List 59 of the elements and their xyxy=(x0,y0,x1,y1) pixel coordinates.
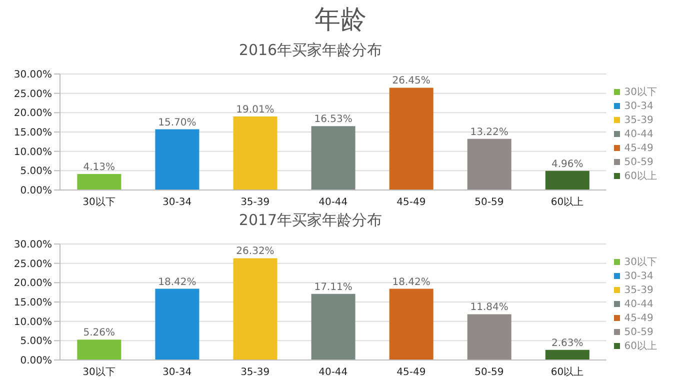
y-tick-label: 10.00% xyxy=(14,146,52,158)
data-label: 5.26% xyxy=(83,328,116,339)
legend-label: 45-49 xyxy=(624,143,654,154)
data-label: 26.32% xyxy=(236,246,274,258)
x-tick-label: 40-44 xyxy=(318,367,348,378)
x-tick-label: 35-39 xyxy=(240,367,270,378)
data-label: 4.96% xyxy=(552,158,584,170)
y-tick-label: 0.00% xyxy=(20,186,52,197)
y-tick-label: 20.00% xyxy=(14,278,52,290)
y-tick-label: 0.00% xyxy=(20,356,52,367)
x-tick-label: 30以下 xyxy=(82,366,116,378)
data-label: 18.42% xyxy=(392,276,430,288)
data-label: 26.45% xyxy=(392,76,430,87)
y-tick-label: 10.00% xyxy=(14,316,52,328)
data-label: 11.84% xyxy=(470,302,508,314)
x-tick-label: 30以下 xyxy=(82,196,116,208)
data-label: 19.01% xyxy=(236,104,274,116)
y-tick-label: 30.00% xyxy=(14,70,52,81)
legend-label: 40-44 xyxy=(624,129,654,140)
legend-label: 30-34 xyxy=(624,101,654,112)
x-tick-label: 30-34 xyxy=(162,197,192,208)
x-tick-label: 45-49 xyxy=(396,367,426,378)
legend-label: 60以上 xyxy=(624,171,657,182)
chart-title: 年龄 xyxy=(314,4,368,37)
legend-label: 50-59 xyxy=(624,157,654,168)
chart-title: 2017年买家年龄分布 xyxy=(238,210,384,230)
data-label: 17.11% xyxy=(314,282,352,293)
x-tick-label: 60以上 xyxy=(550,196,584,208)
y-tick-label: 30.00% xyxy=(14,240,52,251)
legend-label: 50-59 xyxy=(624,327,654,338)
y-tick-label: 5.00% xyxy=(20,336,52,348)
y-tick-label: 25.00% xyxy=(14,258,52,270)
data-label: 15.70% xyxy=(158,117,196,128)
x-tick-label: 40-44 xyxy=(318,197,348,208)
legend-label: 60以上 xyxy=(624,341,657,352)
data-label: 4.13% xyxy=(83,162,116,174)
data-label: 16.53% xyxy=(314,114,352,126)
y-tick-label: 5.00% xyxy=(20,166,52,178)
legend-label: 45-49 xyxy=(624,313,654,324)
x-tick-label: 60以上 xyxy=(550,366,584,378)
y-tick-label: 20.00% xyxy=(14,108,52,120)
legend-label: 30-34 xyxy=(624,271,654,282)
y-tick-label: 15.00% xyxy=(14,128,52,139)
legend-label: 30以下 xyxy=(624,257,657,268)
legend-label: 35-39 xyxy=(624,285,654,296)
data-label: 18.42% xyxy=(158,276,196,288)
y-tick-label: 15.00% xyxy=(14,298,52,309)
legend-label: 40-44 xyxy=(624,299,654,310)
data-label: 13.22% xyxy=(470,126,508,138)
legend-label: 35-39 xyxy=(624,115,654,126)
x-tick-label: 50-59 xyxy=(474,367,504,378)
y-tick-label: 25.00% xyxy=(14,88,52,100)
chart-subtitle: 2016年买家年龄分布 xyxy=(238,40,384,60)
x-tick-label: 50-59 xyxy=(474,197,504,208)
x-tick-label: 45-49 xyxy=(396,197,426,208)
data-label: 2.63% xyxy=(552,338,584,349)
x-tick-label: 30-34 xyxy=(162,367,192,378)
x-tick-label: 35-39 xyxy=(240,197,270,208)
legend-label: 30以下 xyxy=(624,87,657,98)
